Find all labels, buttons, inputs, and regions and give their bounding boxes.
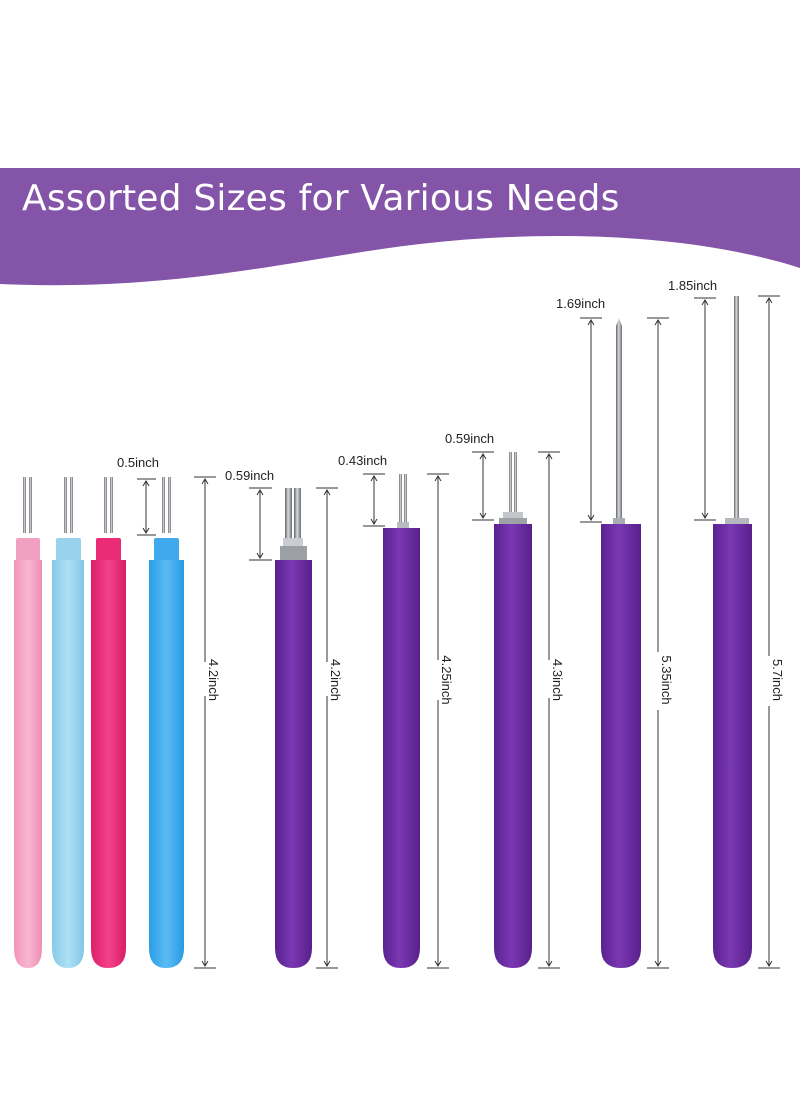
tool-light-blue (52, 477, 84, 968)
banner-wave (0, 168, 800, 286)
dimension-3-tip (363, 473, 385, 527)
tip-length-label-4: 0.59inch (445, 431, 494, 446)
tool-purple-wide-slot (494, 452, 532, 968)
tool-blue (149, 477, 184, 968)
total-length-label-2: 4.2inch (328, 659, 343, 701)
dimension-multi-tip (137, 478, 156, 536)
tip-length-label-6: 1.85inch (668, 278, 717, 293)
total-length-label-6: 5.7inch (770, 659, 785, 701)
total-length-label-4: 4.3inch (550, 659, 565, 701)
dimension-3-total (427, 473, 449, 969)
total-length-label-1: 4.2inch (206, 659, 221, 701)
tool-pink (14, 477, 42, 968)
dimension-5-tip (580, 317, 602, 523)
tip-length-label-3: 0.43inch (338, 453, 387, 468)
dimension-6-tip (694, 297, 716, 521)
dimension-2-total (316, 487, 338, 969)
tool-purple-needle-1 (601, 318, 641, 968)
tip-length-label-5: 1.69inch (556, 296, 605, 311)
tool-purple-short-slot (383, 474, 420, 968)
tool-purple-needle-2 (713, 296, 752, 968)
dimension-2-tip (249, 487, 272, 561)
dimension-5-total (647, 317, 669, 969)
dimension-4-tip (472, 451, 494, 521)
banner-title: Assorted Sizes for Various Needs (22, 178, 620, 219)
dimension-multi-total (194, 476, 216, 969)
tip-length-label-2: 0.59inch (225, 468, 274, 483)
tool-magenta (91, 477, 126, 968)
tool-purple-slotted (275, 488, 312, 968)
total-length-label-3: 4.25inch (439, 655, 454, 704)
total-length-label-5: 5.35inch (659, 655, 674, 704)
dimension-6-total (758, 295, 780, 969)
dimension-4-total (538, 451, 560, 969)
tip-length-label-1: 0.5inch (117, 455, 159, 470)
